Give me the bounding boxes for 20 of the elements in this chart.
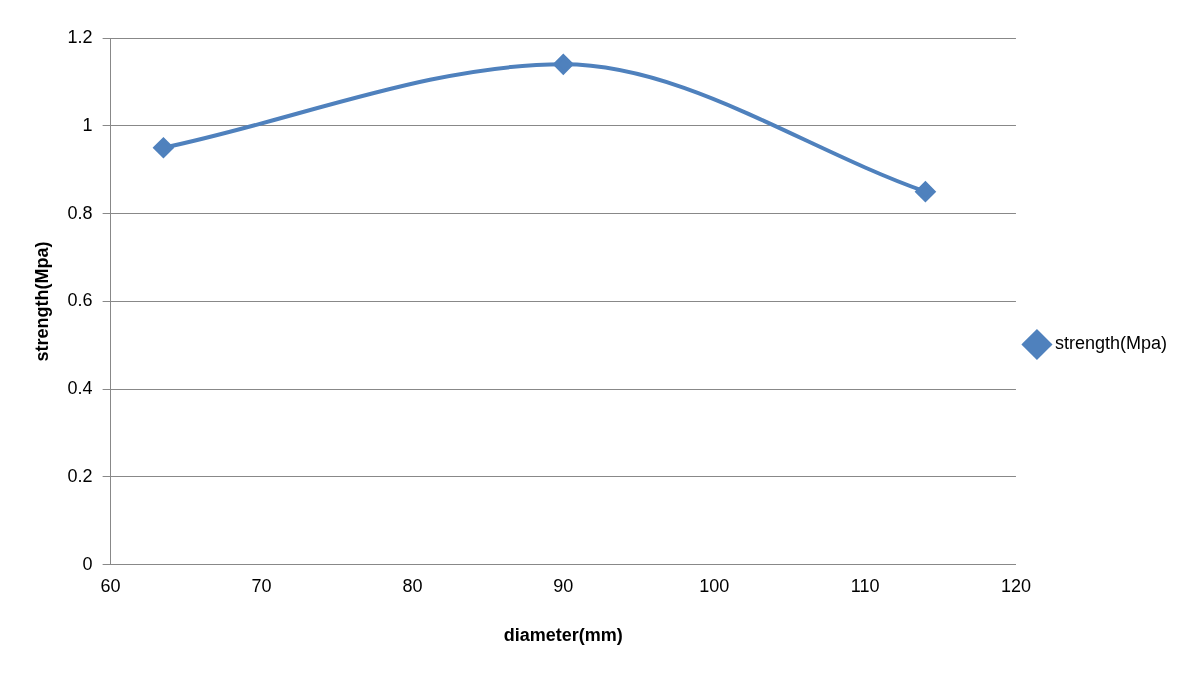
y-tick-label: 0.6: [67, 290, 93, 311]
y-tick-label: 0.8: [67, 202, 93, 223]
y-tick-label: 0: [82, 553, 93, 574]
x-tick-label: 120: [1000, 575, 1031, 596]
x-tick-label: 80: [402, 575, 423, 596]
x-tick-label: 70: [251, 575, 272, 596]
y-tick-label: 0.2: [67, 465, 93, 486]
x-tick-label: 110: [850, 575, 880, 596]
point: [915, 181, 936, 202]
x-axis-title: diameter(mm): [503, 625, 623, 646]
legend-label: strength(Mpa): [1054, 333, 1167, 354]
point: [553, 54, 574, 75]
y-tick-label: 0.4: [67, 378, 93, 399]
y-tick-label: 1.2: [67, 26, 93, 47]
y-tick-label: 1: [82, 114, 93, 135]
x-tick-label: 60: [100, 575, 121, 596]
x-tick-label: 90: [553, 575, 574, 596]
y-axis-title: strength(Mpa): [31, 241, 52, 362]
x-tick-label: 100: [699, 575, 730, 596]
point: [153, 137, 174, 158]
